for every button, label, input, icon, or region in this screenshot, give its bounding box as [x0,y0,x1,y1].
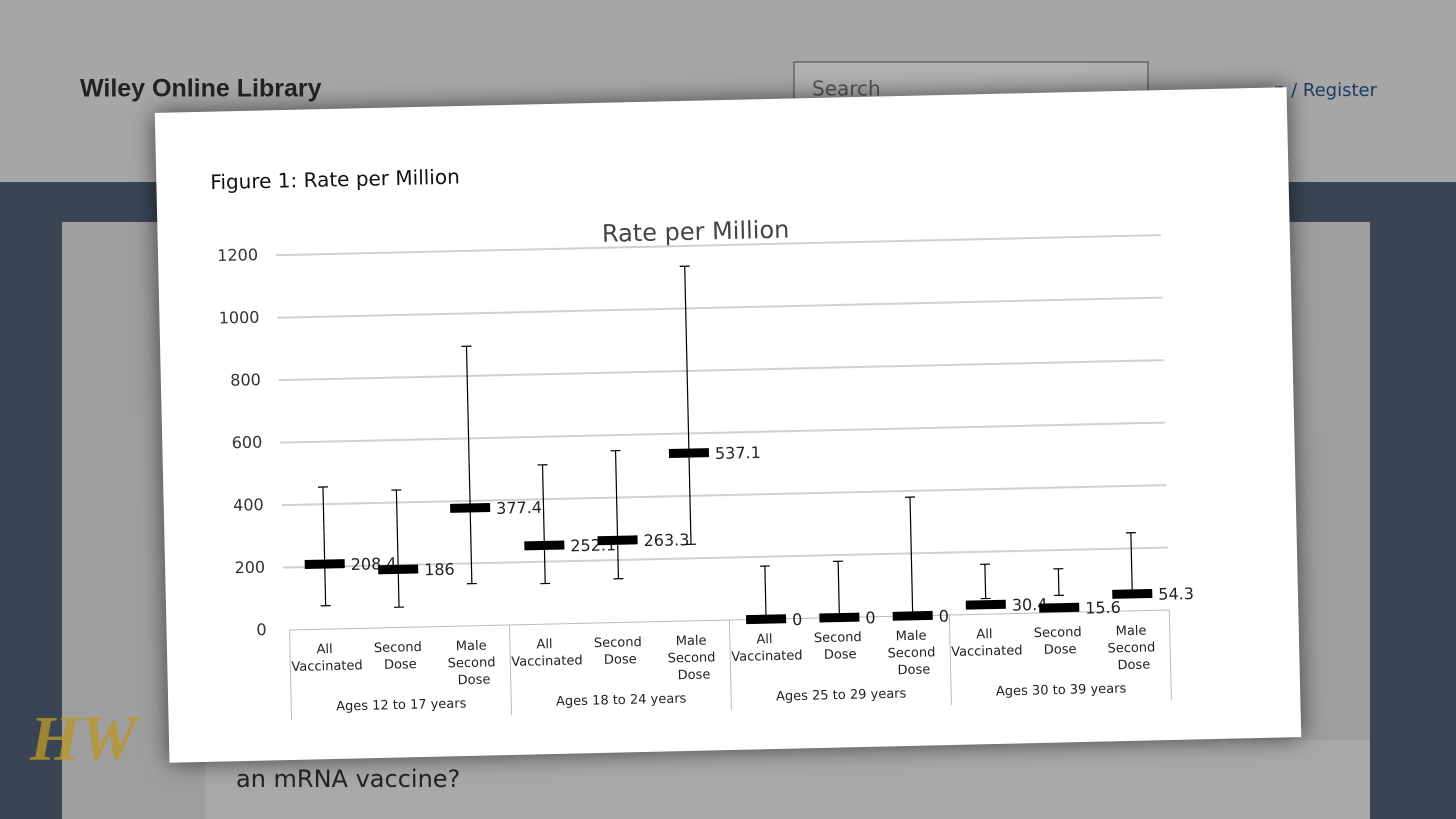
group-label: Ages 12 to 17 years [336,697,467,715]
x-tick-label: All Vaccinated [291,641,363,675]
value-marker [892,610,933,621]
group-divider [948,615,952,706]
y-tick-label: 0 [256,620,267,639]
error-whisker [465,346,473,584]
group-label: Ages 30 to 39 years [996,682,1127,700]
error-whisker [322,487,327,606]
group-divider [728,620,732,711]
article-text: an mRNA vaccine? [236,765,460,793]
value-marker [819,612,860,623]
card-bg [154,87,1302,763]
error-whisker [1057,568,1060,596]
y-tick-label: 400 [233,495,264,515]
search-placeholder: Search [812,77,881,101]
grid-line [281,484,1167,507]
grid-line [283,546,1168,569]
error-whisker [395,490,400,608]
x-tick-label: Second Dose [1034,624,1087,657]
group-divider [508,624,513,715]
error-whisker [984,564,987,599]
group-label: Ages 18 to 24 years [556,692,687,710]
value-marker [378,564,419,575]
data-label: 30.4 [1012,595,1048,615]
error-whisker [614,450,620,579]
value-marker [450,502,491,513]
x-tick-label: Male Second Dose [667,633,720,683]
y-tick-label: 1200 [217,245,258,265]
value-marker [524,540,565,551]
data-label: 377.4 [496,498,542,518]
value-marker [965,599,1006,610]
x-tick-label: Male Second Dose [447,638,500,688]
error-whisker [1130,532,1133,594]
error-whisker [909,497,914,616]
value-marker [304,559,345,570]
x-tick-label: Second Dose [594,634,647,667]
value-marker [1112,588,1153,599]
group-divider [1168,610,1172,701]
value-marker [745,614,787,625]
data-label: 0 [939,607,950,626]
x-tick-label: Male Second Dose [887,628,940,678]
error-whisker [764,566,767,620]
figure-caption: Figure 1: Rate per Million [210,165,460,195]
x-tick-label: All Vaccinated [511,636,583,670]
data-label: 0 [865,608,876,627]
y-tick-label: 800 [230,370,261,390]
y-tick-label: 200 [234,558,265,578]
value-marker [597,535,638,546]
data-label: 54.3 [1158,584,1194,604]
site-name: Wiley Online Library [80,75,322,103]
x-tick-label: All Vaccinated [951,626,1023,660]
account-link[interactable]: n / Register [1274,80,1378,101]
error-whisker [684,266,692,545]
value-marker [668,448,710,459]
group-label: Ages 25 to 29 years [776,687,907,705]
grid-line [277,296,1163,319]
data-label: 15.6 [1085,598,1121,618]
grid-line [280,421,1166,444]
figure-card: Figure 1: Rate per Million Rate per Mill… [154,87,1302,763]
value-marker [1039,602,1080,613]
logo: HW [29,703,141,774]
error-whisker [837,561,840,618]
y-tick-label: 600 [232,433,263,453]
error-whisker [541,464,546,584]
x-tick-label: Second Dose [374,639,427,672]
data-label: 186 [424,560,455,580]
y-tick-label: 1000 [219,308,260,328]
grid-line [276,234,1161,257]
group-divider [289,629,293,720]
data-label: 0 [792,610,803,629]
x-tick-label: Second Dose [814,629,867,662]
grid-line [278,359,1164,382]
data-label: 263.3 [643,530,689,550]
x-tick-label: Male Second Dose [1107,623,1160,673]
data-label: 537.1 [715,443,761,463]
x-tick-label: All Vaccinated [731,631,803,665]
chart-title: Rate per Million [602,216,790,248]
